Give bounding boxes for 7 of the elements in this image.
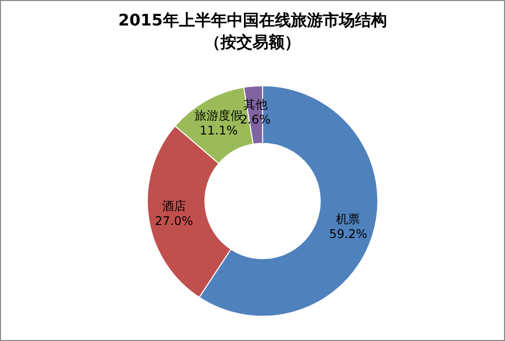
chart-subtitle: （按交易额） xyxy=(204,32,300,52)
data-label: 27.0% xyxy=(154,214,194,228)
data-label: 11.1% xyxy=(200,124,238,138)
slice-label: 酒店 xyxy=(162,198,186,213)
chart-title: 2015年上半年中国在线旅游市场结构 xyxy=(118,10,387,30)
slice-label: 机票 xyxy=(336,212,360,226)
data-label: 59.2% xyxy=(329,227,368,242)
